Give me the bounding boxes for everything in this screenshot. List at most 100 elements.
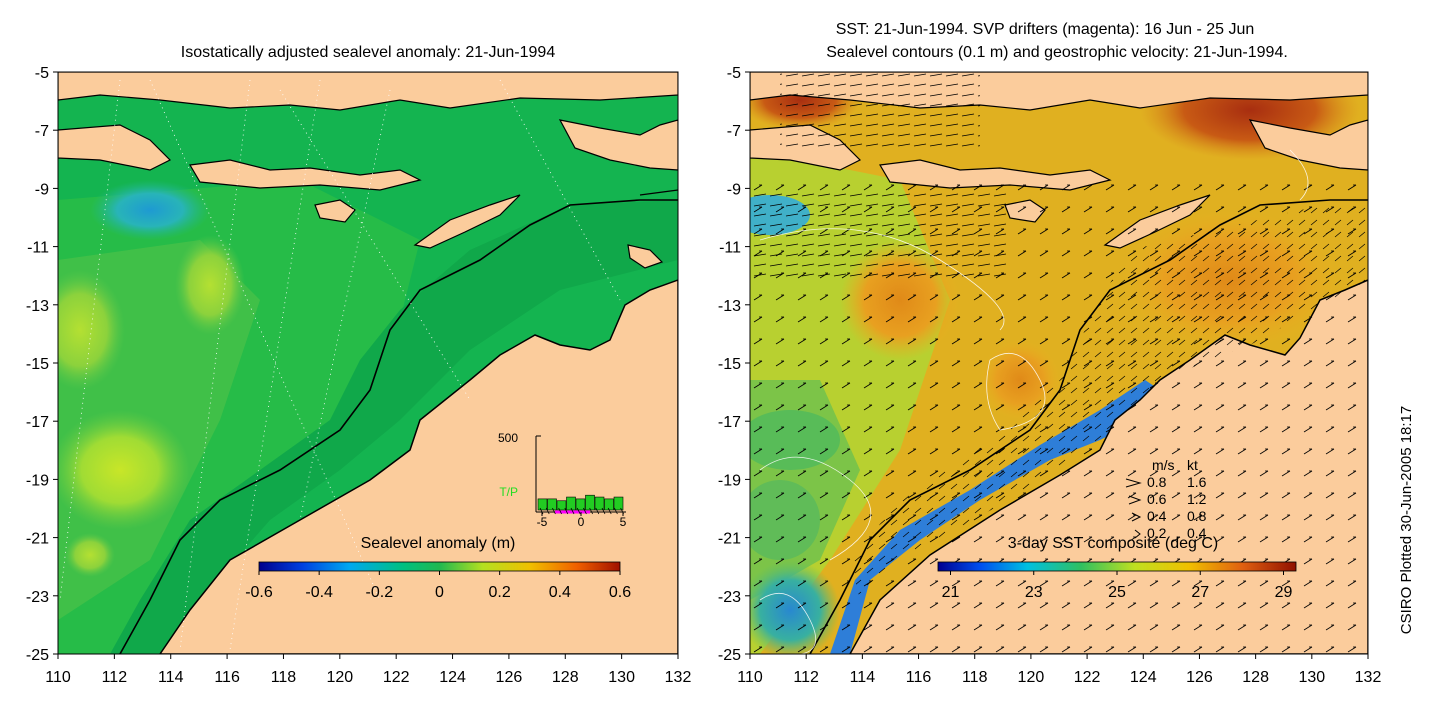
shelf-isobath-right — [809, 199, 1368, 654]
right-panel-title-1: SST: 21-Jun-1994. SVP drifters (magenta)… — [836, 21, 1255, 38]
inset-bar — [594, 496, 605, 511]
right-map-panel: SST: 21-Jun-1994. SVP drifters (magenta)… — [749, 21, 1369, 655]
inset-track-mark — [601, 507, 606, 515]
inset-x-tick-label: 0 — [578, 515, 585, 529]
left-lat-tick-label: -11 — [27, 240, 49, 257]
legend-arrow-icon — [1128, 495, 1142, 505]
legend-arrow-icon — [1125, 478, 1142, 488]
right-lon-tick-label: 110 — [737, 669, 763, 686]
left-lon-tick-label: 126 — [496, 669, 523, 686]
sla-colorbar-tick-label: 0 — [435, 584, 444, 601]
legend-header-kt: kt — [1187, 457, 1198, 473]
sst-colorbar-tick-label: 29 — [1275, 584, 1293, 601]
inset-track-mark — [552, 507, 556, 515]
left-lat-tick-label: -9 — [35, 181, 49, 198]
right-lat-tick-label: -9 — [727, 181, 741, 198]
sst-colorbar — [937, 561, 1297, 572]
left-lat-tick-label: -13 — [26, 298, 49, 315]
inset-track-mark — [539, 507, 544, 515]
left-lon-tick-label: 120 — [326, 669, 353, 686]
left-axes: -5 -7 -9 -11 -13 -15 -17 -19 -21 -23 -25 110 112 114 1… — [26, 65, 692, 686]
legend-ms-value: 0.2 — [1147, 525, 1167, 541]
right-panel-title-2: Sealevel contours (0.1 m) and geostrophi… — [826, 44, 1288, 61]
inset-x-tick-label: 5 — [620, 515, 627, 529]
sla-colorbar-tick-label: 0.4 — [549, 584, 571, 601]
sla-shelf-band — [110, 200, 678, 654]
left-lon-tick-label: 116 — [214, 669, 240, 686]
sla-high-anomaly-a — [175, 235, 245, 335]
sla-colorbar-tick-label: -0.4 — [305, 584, 333, 601]
right-lat-tick-label: -17 — [718, 414, 741, 431]
right-lat-tick-label: -13 — [718, 298, 741, 315]
sst-colorbar-tick-label: 23 — [1025, 584, 1043, 601]
sla-colorbar — [258, 561, 621, 572]
right-lon-tick-label: 126 — [1186, 669, 1213, 686]
inset-series-label: T/P — [499, 485, 518, 499]
left-lon-tick-label: 112 — [102, 669, 128, 686]
inset-track-mark — [583, 507, 587, 515]
left-map-field — [58, 72, 678, 654]
sla-high-anomaly-d — [65, 533, 115, 577]
borneo-sulawesi-land — [58, 72, 678, 111]
inset-bar — [604, 498, 614, 511]
inset-track-mark — [545, 507, 550, 515]
right-lon-tick-label: 120 — [1018, 669, 1045, 686]
left-lon-tick-label: 132 — [665, 669, 692, 686]
sumba-land — [314, 199, 356, 223]
left-panel-title: Isostatically adjusted sealevel anomaly:… — [181, 44, 556, 61]
inset-bar — [537, 498, 548, 511]
legend-arrow-icon — [1134, 529, 1141, 539]
left-lon-tick-label: 124 — [439, 669, 466, 686]
right-lat-tick-label: -19 — [718, 472, 741, 489]
shelf-velocity-field — [850, 200, 1368, 600]
nusa-tenggara-land — [189, 159, 422, 191]
left-lon-tick-label: 122 — [383, 669, 410, 686]
inset-x-ticks: -5 0 5 — [537, 507, 627, 529]
northern-velocity-field — [780, 72, 980, 152]
right-lat-tick-label: -25 — [718, 647, 741, 664]
tp-inset: 500 T/P -5 0 5 — [498, 431, 627, 529]
right-lon-tick-label: 128 — [1242, 669, 1269, 686]
altimeter-tracks — [59, 79, 621, 651]
eastern-islands-land-right — [1248, 119, 1368, 171]
timor-land — [413, 194, 521, 249]
sla-colorbar-ticks: -0.6 -0.4 -0.2 0 0.2 0.4 0.6 — [245, 571, 631, 601]
right-lat-tick-label: -15 — [718, 356, 741, 373]
sst-colorbar-label: 3-day SST composite (deg C) — [1008, 535, 1218, 552]
left-lat-tick-label: -21 — [26, 531, 49, 548]
legend-ms-value: 0.8 — [1147, 474, 1167, 490]
australia-land — [159, 279, 678, 654]
sla-high-anomaly-c — [58, 270, 125, 390]
left-lat-tick-label: -7 — [35, 123, 49, 140]
inset-bar — [556, 500, 567, 511]
sla-high-anomaly-b — [58, 410, 190, 530]
left-lon-tick-label: 110 — [45, 669, 71, 686]
right-lat-tick-label: -23 — [718, 589, 741, 606]
inset-bar — [566, 496, 576, 511]
legend-kt-value: 0.4 — [1187, 525, 1207, 541]
sla-colorbar-tick-label: 0.2 — [489, 584, 511, 601]
sla-colorbar-tick-label: -0.6 — [245, 584, 273, 601]
legend-ms-value: 0.6 — [1147, 491, 1167, 507]
inset-x-tick-label: -5 — [537, 515, 548, 529]
left-lon-tick-label: 114 — [158, 669, 184, 686]
inset-bar — [613, 496, 624, 511]
velocity-legend: m/s kt 0.8 1.60.6 1.20.4 0.80.2 0.4 — [1125, 457, 1207, 541]
legend-kt-value: 1.6 — [1187, 474, 1207, 490]
right-lon-tick-label: 132 — [1355, 669, 1382, 686]
legend-kt-value: 1.2 — [1187, 491, 1207, 507]
sla-colorbar-tick-label: 0.6 — [609, 584, 631, 601]
sst-colorbar-tick-label: 27 — [1191, 584, 1209, 601]
inset-y-label: 500 — [498, 431, 518, 445]
sst-colorbar-ticks: 21 23 25 27 29 — [942, 571, 1293, 601]
sst-colorbar-tick-label: 25 — [1108, 584, 1126, 601]
legend-header-ms: m/s — [1152, 457, 1175, 473]
inset-bar — [547, 498, 557, 511]
inset-track-mark — [620, 507, 624, 515]
inset-bar — [575, 498, 586, 511]
right-lon-tick-label: 124 — [1130, 669, 1157, 686]
left-lat-tick-label: -15 — [26, 356, 49, 373]
left-lat-tick-label: -17 — [26, 414, 49, 431]
right-lat-tick-label: -7 — [727, 123, 741, 140]
inset-track-mark — [595, 507, 600, 515]
